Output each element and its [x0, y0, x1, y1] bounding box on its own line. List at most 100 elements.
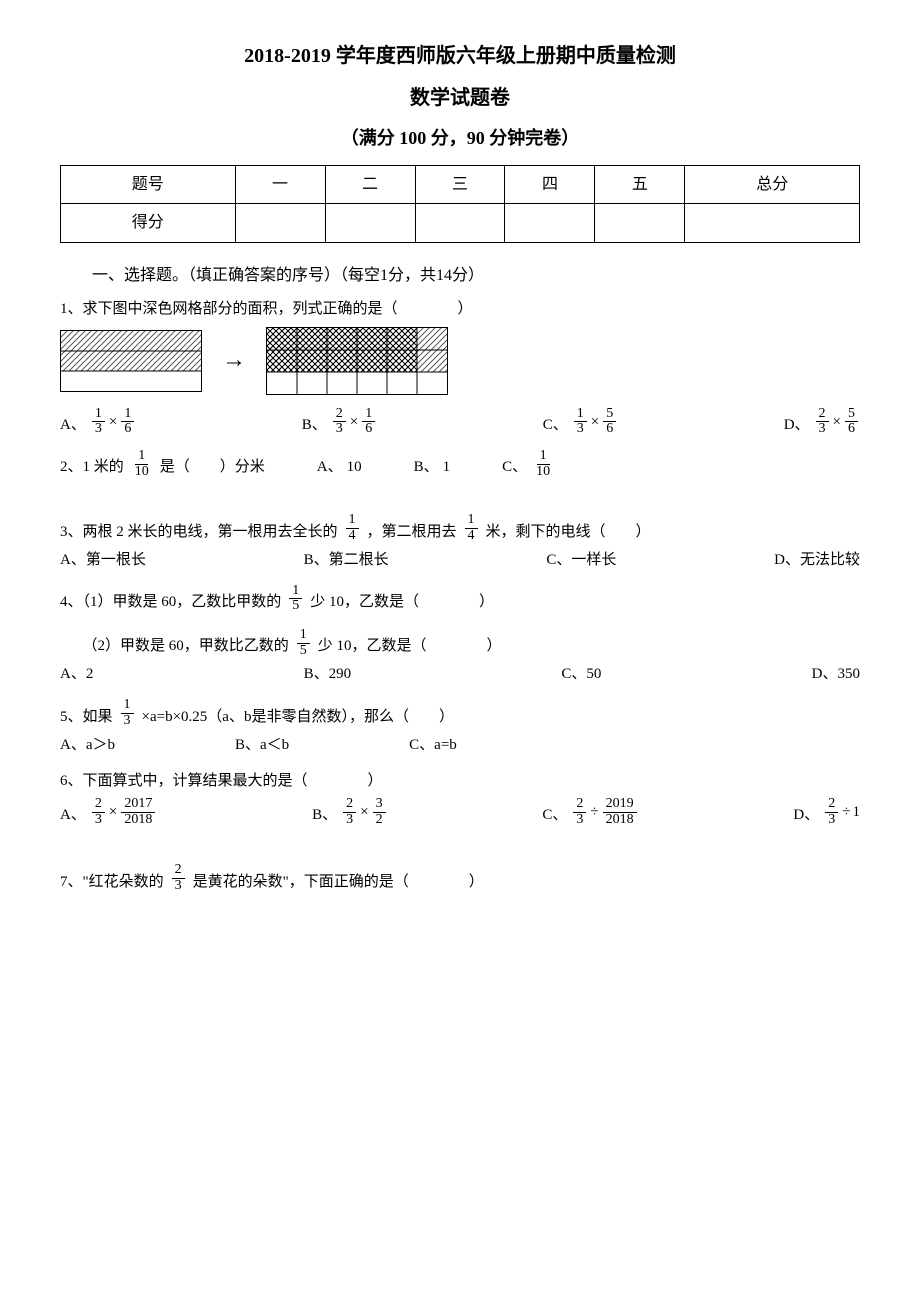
q4-options: A、2 B、290 C、50 D、350 — [60, 662, 860, 686]
q4-p1-post: 少 10，乙数是（ ） — [310, 590, 494, 614]
exam-title-line2: 数学试题卷 — [60, 82, 860, 114]
q5-p1: 5、如果 — [60, 705, 113, 729]
section1-heading: 一、选择题。（填正确答案的序号）（每空1分，共14分） — [60, 263, 860, 289]
q3-p3: 米，剩下的电线（ ） — [486, 520, 651, 544]
q1-b-d1: 3 — [333, 422, 346, 437]
q1-figure: → — [60, 327, 860, 395]
score-row-label: 得分 — [61, 204, 236, 243]
q4-p2-n: 1 — [297, 628, 310, 644]
score-header-row: 题号 一 二 三 四 五 总分 — [61, 165, 860, 204]
q4-opt-b: B、290 — [304, 662, 352, 686]
q5-opt-c: C、a=b — [409, 733, 457, 757]
score-blank-total — [685, 204, 860, 243]
q6-c-op: ÷ — [590, 800, 598, 824]
q6-d-tail: 1 — [852, 800, 860, 824]
q5-options: A、a＞b B、a＜b C、a=b — [60, 733, 860, 757]
q3-opt-a: A、第一根长 — [60, 548, 146, 572]
score-blank-1 — [235, 204, 325, 243]
q6-opt-b: B、 23 × 32 — [312, 797, 387, 827]
q5: 5、如果 13 ×a=b×0.25（a、b是非零自然数），那么（ ） A、a＞b… — [60, 698, 860, 756]
q2: 2、1 米的 110 是（ ）分米 A、10 B、1 C、 110 — [60, 449, 860, 479]
q6-d-d1: 3 — [825, 813, 838, 828]
score-h3: 三 — [415, 165, 505, 204]
q3-opt-d: D、无法比较 — [774, 548, 860, 572]
q6-a-label: A、 — [60, 803, 86, 827]
q7-f1-n: 2 — [172, 863, 185, 879]
score-blank-4 — [505, 204, 595, 243]
q1-arrow-icon: → — [222, 341, 246, 379]
q1-b-n1: 2 — [333, 407, 346, 423]
q4-opt-a: A、2 — [60, 662, 93, 686]
q6-stem: 6、下面算式中，计算结果最大的是（ ） — [60, 769, 860, 793]
score-h6: 总分 — [685, 165, 860, 204]
score-blank-5 — [595, 204, 685, 243]
q1-fig-right — [266, 327, 448, 395]
q2-opt-c: C、 110 — [502, 449, 555, 479]
q6-b-op: × — [360, 800, 368, 824]
q5-opt-a: A、a＞b — [60, 733, 115, 757]
q2-b-label: B、 — [414, 455, 439, 479]
q1-a-n1: 1 — [92, 407, 105, 423]
q1-c-op: × — [591, 410, 599, 434]
q6-b-label: B、 — [312, 803, 337, 827]
q3-options: A、第一根长 B、第二根长 C、一样长 D、无法比较 — [60, 548, 860, 572]
q6-a-d1: 3 — [92, 813, 105, 828]
q6-a-n2: 2017 — [121, 797, 155, 813]
q3-opt-b: B、第二根长 — [304, 548, 389, 572]
q1-opt-a: A、 13 × 16 — [60, 407, 136, 437]
q2-post: 是（ ）分米 — [160, 455, 265, 479]
q1-opt-d: D、 23 × 56 — [784, 407, 860, 437]
q7-p1: 7、"红花朵数的 — [60, 870, 164, 894]
q1-d-n2: 5 — [845, 407, 858, 423]
q6-c-n1: 2 — [573, 797, 586, 813]
q1-d-d2: 6 — [845, 422, 858, 437]
q6-d-label: D、 — [793, 803, 819, 827]
q6-d-op: ÷ — [842, 800, 850, 824]
q3-f1-n: 1 — [346, 513, 359, 529]
score-value-row: 得分 — [61, 204, 860, 243]
q6-a-d2: 2018 — [121, 813, 155, 828]
q1-b-op: × — [350, 410, 358, 434]
q7: 7、"红花朵数的 23 是黄花的朵数"，下面正确的是（ ） — [60, 863, 860, 893]
q1-b-label: B、 — [302, 413, 327, 437]
q2-pre: 2、1 米的 — [60, 455, 124, 479]
q2-c-label: C、 — [502, 455, 527, 479]
q3-f1: 14 — [346, 513, 359, 543]
q1-a-d2: 6 — [121, 422, 134, 437]
q4-p1-d: 5 — [289, 599, 302, 614]
q3: 3、两根 2 米长的电线，第一根用去全长的 14 ，第二根用去 14 米，剩下的… — [60, 513, 860, 571]
q1-d-op: × — [833, 410, 841, 434]
q1-a-n2: 1 — [121, 407, 134, 423]
q7-f1: 23 — [172, 863, 185, 893]
q1-a-d1: 3 — [92, 422, 105, 437]
q3-f2-n: 1 — [465, 513, 478, 529]
q6-options: A、 23 × 20172018 B、 23 × 32 C、 23 ÷ 2019… — [60, 797, 860, 827]
q3-p2: ，第二根用去 — [367, 520, 457, 544]
q6-a-n1: 2 — [92, 797, 105, 813]
score-blank-2 — [325, 204, 415, 243]
q3-f1-d: 4 — [346, 529, 359, 544]
exam-title-line3: （满分 100 分，90 分钟完卷） — [60, 124, 860, 153]
q6-b-d2: 2 — [373, 813, 386, 828]
q1-a-label: A、 — [60, 413, 86, 437]
q2-c-d: 10 — [533, 465, 553, 480]
q4-p2-post: 少 10，乙数是（ ） — [318, 634, 502, 658]
q1-opt-c: C、 13 × 56 — [543, 407, 618, 437]
q1-d-label: D、 — [784, 413, 810, 437]
q2-frac: 110 — [132, 449, 152, 479]
q1-c-label: C、 — [543, 413, 568, 437]
q6-opt-d: D、 23 ÷ 1 — [793, 797, 860, 827]
q4-p1-frac: 15 — [289, 584, 302, 614]
q5-f1-n: 1 — [121, 698, 134, 714]
q6-a-op: × — [109, 800, 117, 824]
q3-p1: 3、两根 2 米长的电线，第一根用去全长的 — [60, 520, 338, 544]
q4-p2-pre: （2）甲数是 60，甲数比乙数的 — [60, 634, 289, 658]
q1-fig-left — [60, 330, 202, 392]
q1-c-n1: 1 — [574, 407, 587, 423]
q6-c-n2: 2019 — [603, 797, 637, 813]
q1-opt-b: B、 23 × 16 — [302, 407, 377, 437]
q1-options: A、 13 × 16 B、 23 × 16 C、 13 × 56 D、 — [60, 407, 860, 437]
score-table: 题号 一 二 三 四 五 总分 得分 — [60, 165, 860, 243]
q7-f1-d: 3 — [172, 879, 185, 894]
exam-title-line1: 2018-2019 学年度西师版六年级上册期中质量检测 — [60, 40, 860, 72]
